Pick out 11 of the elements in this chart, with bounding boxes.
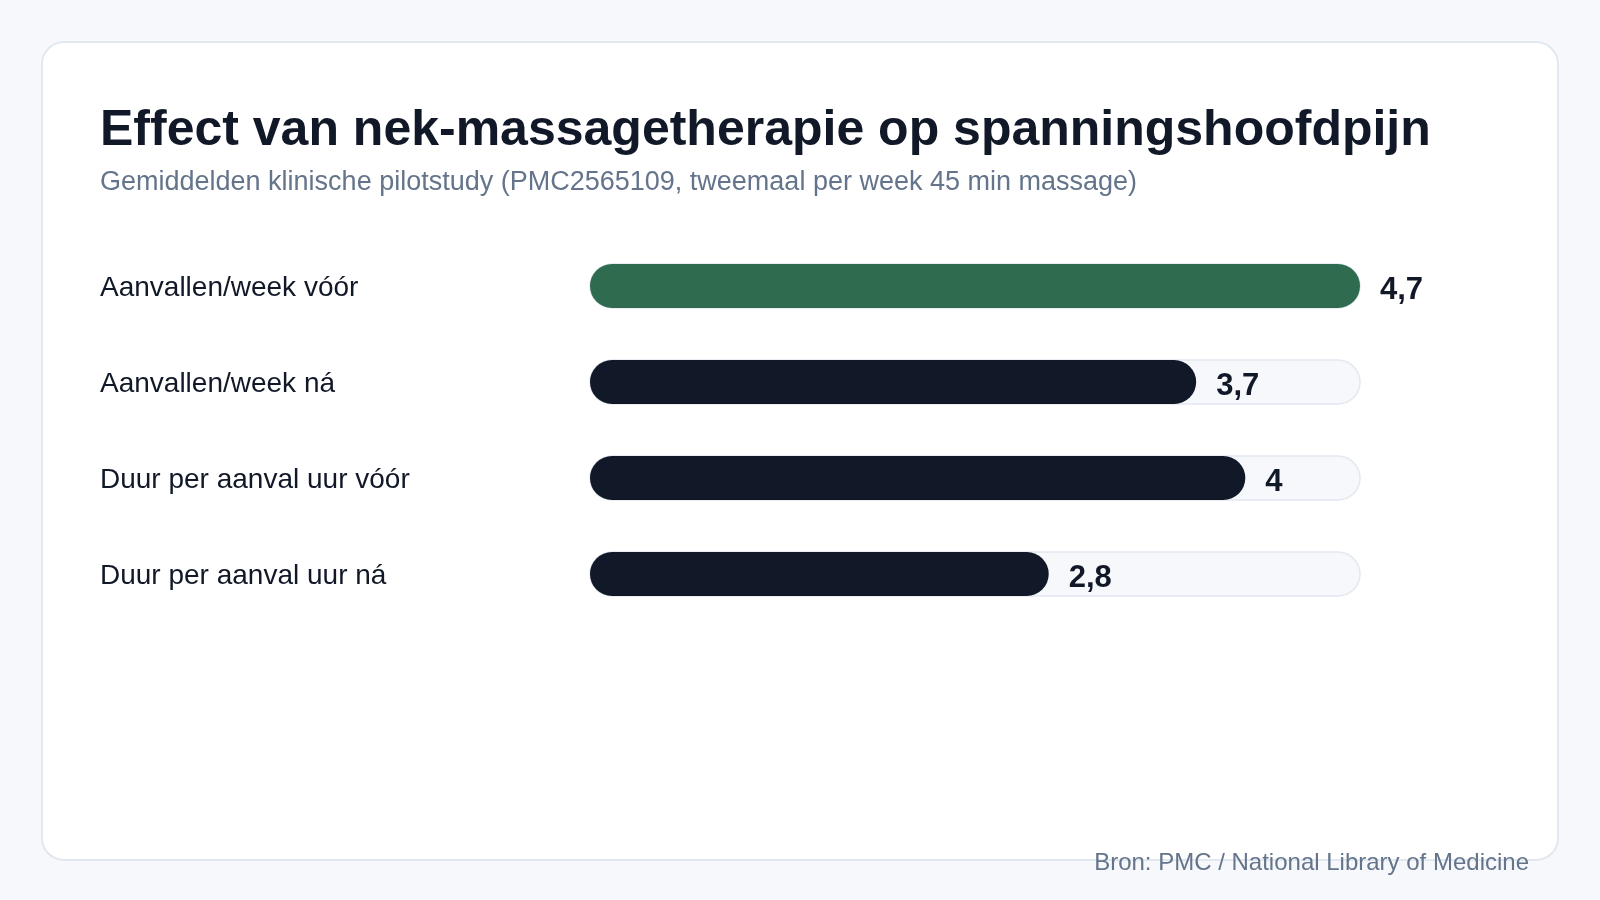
- y-tick-label: Duur per aanval uur vóór: [100, 462, 410, 494]
- data-label: 3,7: [1216, 366, 1260, 402]
- chart-subtitle: Gemiddelden klinische pilotstudy (PMC2565109, tweemaal per week 45 min massage): [100, 166, 1138, 196]
- chart-title: Effect van nek-massagetherapie op spanningshoofdpijn: [100, 100, 1431, 156]
- y-tick-label: Aanvallen/week ná: [100, 366, 336, 398]
- y-tick-label: Duur per aanval uur ná: [100, 558, 387, 590]
- data-label: 4,7: [1380, 270, 1424, 306]
- y-tick-label: Aanvallen/week vóór: [100, 270, 359, 302]
- data-label: 2,8: [1068, 558, 1112, 594]
- data-label: 4: [1265, 462, 1284, 498]
- text: Bron: PMC / National Library of Medicine: [1094, 848, 1529, 875]
